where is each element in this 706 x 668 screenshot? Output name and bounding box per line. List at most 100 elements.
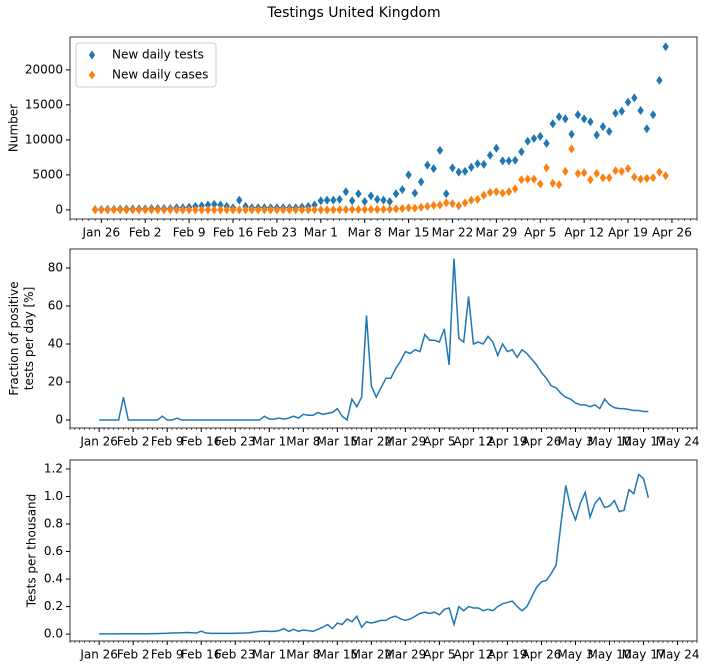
data-point: [298, 205, 306, 215]
y-tick-label: 0: [55, 202, 63, 216]
data-point: [286, 205, 293, 215]
data-point: [505, 187, 513, 197]
data-point: [518, 175, 525, 185]
x-tick-label: May 10: [588, 648, 632, 662]
x-tick-label: Feb 16: [181, 648, 221, 662]
data-point: [242, 205, 249, 215]
x-tick-label: Mar 8: [286, 435, 320, 449]
data-point: [493, 143, 500, 153]
data-point: [474, 194, 481, 204]
x-tick-label: Apr 19: [608, 226, 648, 240]
data-point: [399, 204, 406, 213]
x-tick-label: Apr 12: [453, 648, 493, 662]
data-point: [342, 187, 350, 197]
data-point: [342, 205, 350, 215]
y-axis-label: Tests per thousand: [25, 494, 39, 609]
data-point: [656, 167, 663, 177]
x-tick-label: Jan 26: [79, 435, 118, 449]
data-point: [568, 129, 575, 139]
data-point: [330, 205, 337, 215]
x-tick-label: Mar 1: [304, 226, 338, 240]
data-point: [336, 194, 343, 204]
data-point: [361, 197, 368, 206]
x-tick-label: Feb 23: [215, 648, 255, 662]
y-axis-label: tests per day [%]: [22, 287, 36, 391]
data-point: [574, 110, 582, 120]
data-point: [167, 205, 174, 215]
y-tick-label: 20: [48, 375, 63, 389]
data-point: [217, 200, 224, 210]
y-tick-label: 1.0: [44, 489, 63, 503]
data-point: [480, 190, 488, 200]
data-point: [204, 205, 212, 215]
x-tick-label: Mar 29: [385, 435, 427, 449]
data-point: [443, 189, 450, 199]
data-point: [392, 204, 400, 214]
x-tick-label: Feb 2: [117, 648, 150, 662]
data-point: [223, 205, 230, 215]
y-tick-label: 40: [48, 337, 63, 351]
x-tick-label: Feb 2: [129, 226, 162, 240]
legend-box: [75, 42, 217, 88]
data-point: [599, 173, 607, 183]
data-point: [273, 205, 281, 215]
data-point: [367, 191, 375, 201]
data-point: [649, 110, 657, 120]
data-point: [599, 122, 607, 132]
data-point: [543, 163, 550, 173]
axes-frame: [69, 36, 698, 220]
data-point: [217, 205, 224, 215]
x-tick-label: Mar 22: [350, 648, 392, 662]
x-tick-label: Feb 16: [181, 435, 221, 449]
data-point: [211, 205, 218, 215]
data-point: [211, 199, 218, 209]
x-tick-label: Mar 29: [385, 648, 427, 662]
data-point: [568, 144, 575, 154]
data-point: [267, 205, 274, 215]
y-tick-label: 0.2: [44, 599, 63, 613]
data-point: [606, 173, 613, 183]
data-point: [254, 205, 262, 215]
data-point: [524, 174, 531, 184]
data-point: [392, 189, 400, 199]
data-point: [524, 136, 531, 146]
x-tick-label: Mar 15: [316, 435, 358, 449]
y-tick-label: 60: [48, 299, 63, 313]
x-tick-label: Mar 29: [475, 226, 517, 240]
data-point: [449, 199, 456, 209]
data-point: [236, 205, 243, 215]
data-point: [311, 200, 318, 210]
data-point: [411, 203, 419, 213]
x-tick-label: Apr 26: [522, 648, 562, 662]
x-tick-label: Feb 23: [215, 435, 255, 449]
data-point: [348, 205, 356, 215]
data-point: [624, 97, 632, 107]
y-tick-label: 0: [55, 413, 63, 427]
data-point: [123, 205, 130, 215]
y-tick-label: 1.2: [44, 461, 63, 475]
data-point: [129, 205, 136, 215]
data-point: [148, 205, 155, 215]
data-point: [317, 196, 324, 206]
data-point: [618, 166, 625, 176]
x-tick-label: May 10: [588, 435, 632, 449]
x-tick-label: Feb 9: [173, 226, 206, 240]
axes-frame: [69, 459, 698, 642]
data-point: [386, 197, 393, 206]
data-point: [386, 204, 393, 214]
data-point: [656, 75, 663, 85]
legend-label: New daily cases: [112, 68, 208, 82]
data-point: [317, 205, 324, 215]
data-point: [574, 169, 582, 178]
data-point: [555, 112, 563, 122]
x-tick-label: Mar 8: [286, 648, 320, 662]
x-tick-label: Feb 9: [151, 648, 184, 662]
data-point: [662, 171, 669, 181]
data-point: [518, 147, 525, 157]
y-axis-label: Fraction of positive: [7, 281, 21, 395]
data-point: [649, 173, 657, 183]
data-point: [104, 205, 111, 215]
data-point: [173, 205, 180, 215]
